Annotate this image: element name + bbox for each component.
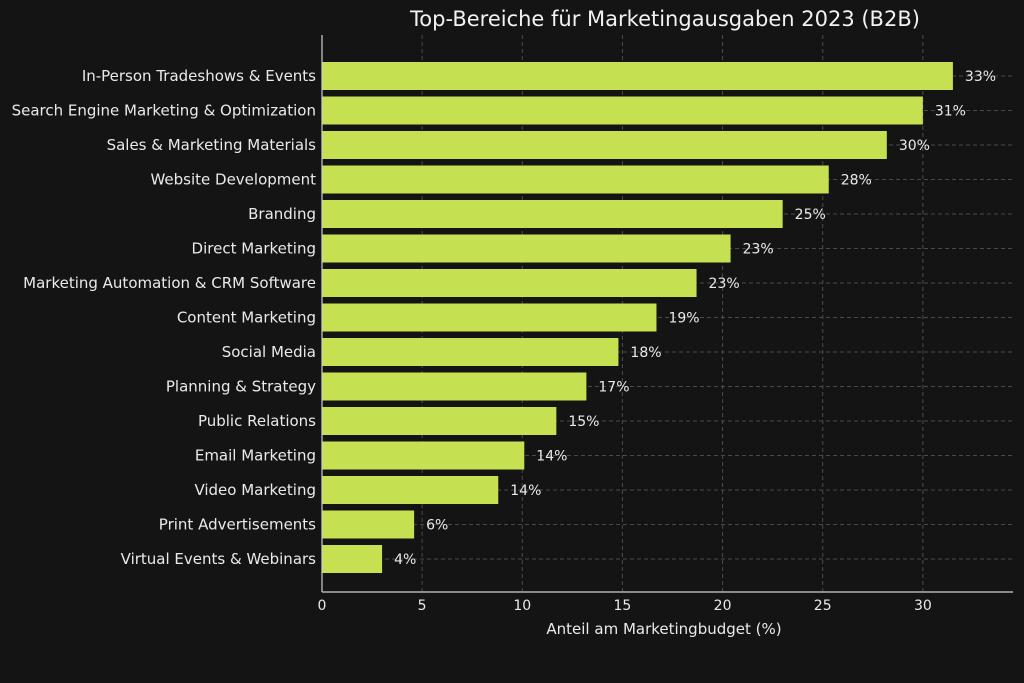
data-label: 4% — [394, 552, 416, 568]
x-tick-labels: 0 5 10 15 20 25 30 — [318, 598, 932, 614]
category-label: Print Advertisements — [159, 516, 316, 534]
category-label: Video Marketing — [194, 481, 316, 499]
data-label: 18% — [630, 345, 661, 361]
category-label: Website Development — [150, 171, 316, 189]
category-label: Sales & Marketing Materials — [107, 136, 317, 154]
data-label: 23% — [709, 276, 740, 292]
category-label: Email Marketing — [195, 447, 316, 465]
x-tick-label: 25 — [814, 598, 832, 614]
category-label: Social Media — [222, 343, 316, 361]
x-tick-label: 10 — [513, 598, 531, 614]
bar — [322, 510, 415, 539]
category-label: Marketing Automation & CRM Software — [23, 274, 316, 292]
bar — [322, 165, 829, 194]
category-label: Virtual Events & Webinars — [121, 550, 317, 568]
data-label: 28% — [841, 173, 872, 189]
value-labels: 33% 31% 30% 28% 25% 23% 23% 19% 18% 17% 15% 14% 14% 6… — [394, 69, 996, 568]
bar — [322, 476, 499, 504]
bar — [322, 200, 783, 228]
x-tick-label: 5 — [418, 598, 427, 614]
category-label: Planning & Strategy — [166, 378, 316, 396]
bar — [322, 303, 657, 332]
category-label: Public Relations — [198, 412, 316, 430]
category-label: Branding — [248, 205, 316, 223]
data-label: 19% — [668, 311, 699, 327]
data-label: 33% — [965, 69, 996, 85]
bar — [322, 372, 587, 401]
data-label: 6% — [426, 518, 448, 534]
bar — [322, 269, 697, 297]
bar — [322, 545, 383, 573]
x-axis-label: Anteil am Marketingbudget (%) — [546, 620, 781, 638]
bar — [322, 131, 887, 159]
data-label: 25% — [795, 207, 826, 223]
category-label: In-Person Tradeshows & Events — [82, 67, 316, 85]
category-label: Content Marketing — [177, 309, 316, 327]
x-tick-label: 15 — [614, 598, 632, 614]
bars — [322, 62, 953, 573]
category-label: Direct Marketing — [192, 240, 316, 258]
chart-title: Top-Bereiche für Marketingausgaben 2023 … — [409, 7, 920, 31]
bar — [322, 441, 525, 470]
data-label: 30% — [899, 138, 930, 154]
bar — [322, 234, 731, 263]
x-tick-label: 20 — [714, 598, 732, 614]
data-label: 15% — [568, 414, 599, 430]
data-label: 14% — [536, 449, 567, 465]
data-label: 14% — [510, 483, 541, 499]
bar — [322, 407, 557, 435]
bar — [322, 338, 619, 366]
data-label: 17% — [598, 380, 629, 396]
bar — [322, 62, 953, 90]
data-label: 31% — [935, 104, 966, 120]
category-labels: In-Person Tradeshows & Events Search Engi… — [12, 67, 317, 568]
bar — [322, 96, 923, 125]
x-tick-label: 30 — [914, 598, 932, 614]
category-label: Search Engine Marketing & Optimization — [12, 102, 316, 120]
x-tick-label: 0 — [318, 598, 327, 614]
data-label: 23% — [743, 242, 774, 258]
